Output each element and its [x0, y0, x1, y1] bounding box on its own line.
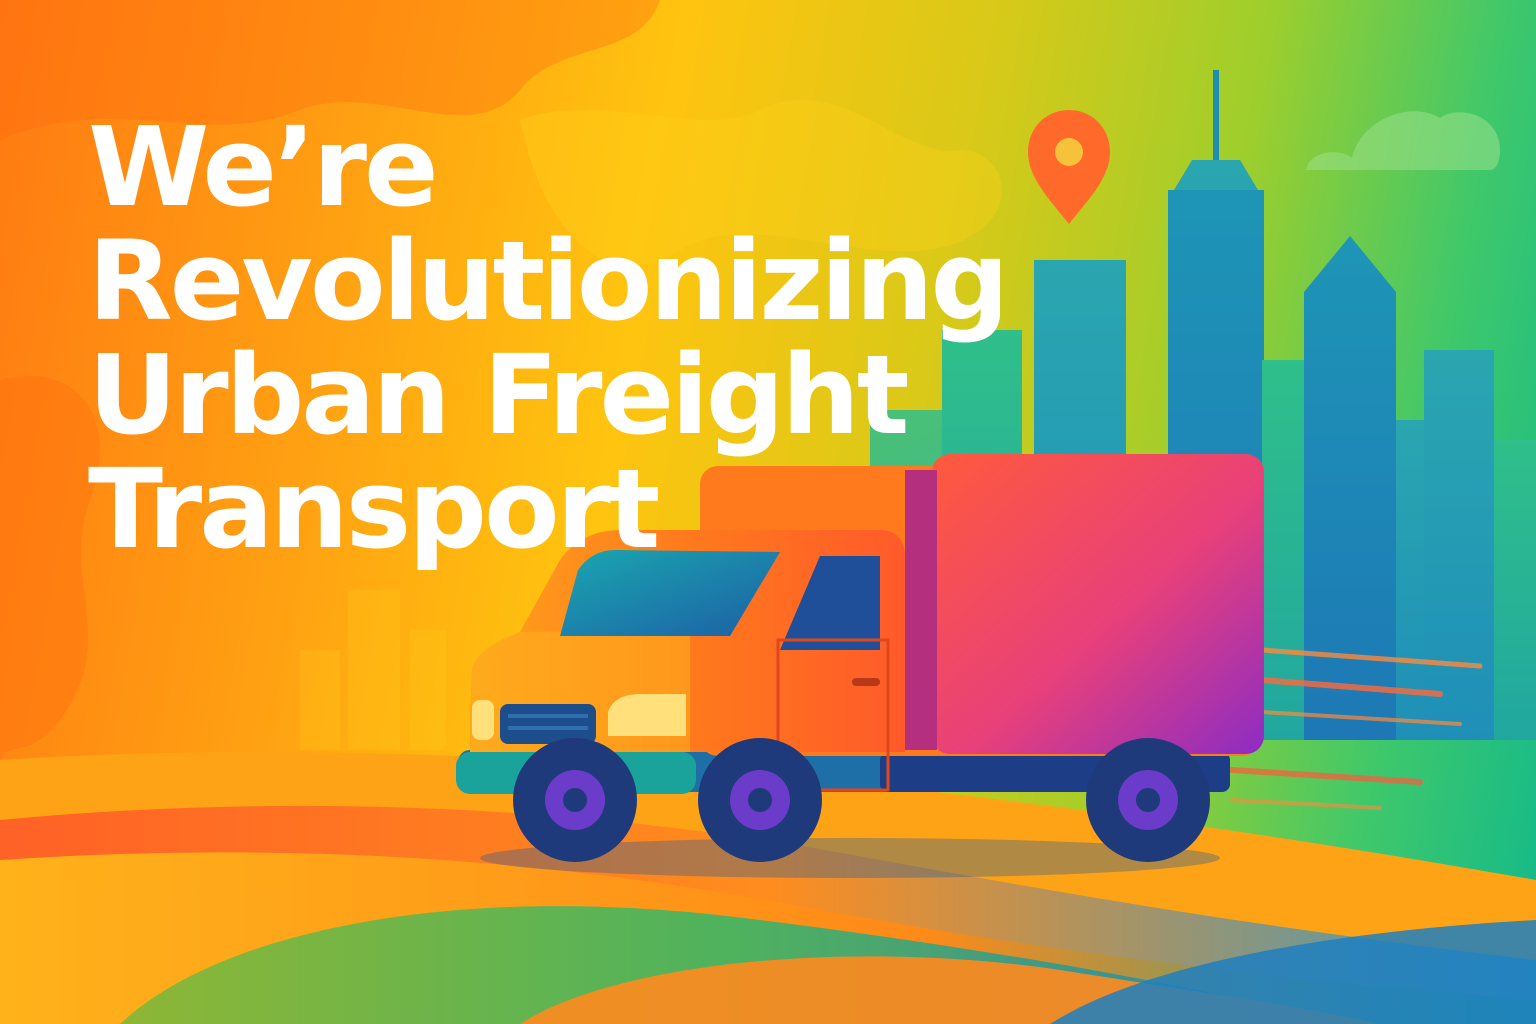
cloud-icon: [1306, 111, 1500, 170]
background-blobs: [0, 0, 1002, 760]
delivery-truck: [456, 454, 1264, 878]
rear-wheel: [1086, 738, 1210, 862]
location-pin-icon: [1028, 110, 1110, 224]
headline-line-1: We’re: [88, 103, 439, 231]
speed-lines: [1229, 647, 1483, 810]
distant-buildings: [300, 590, 446, 750]
headline-line-4: Transport: [88, 445, 660, 573]
front-wheel: [513, 738, 637, 862]
headline-line-2: Revolutionizing: [88, 217, 1009, 345]
headline: We’re Revolutionizing Urban Freight Tran…: [88, 103, 1009, 573]
headline-line-3: Urban Freight: [88, 331, 909, 459]
middle-wheel: [698, 738, 822, 862]
